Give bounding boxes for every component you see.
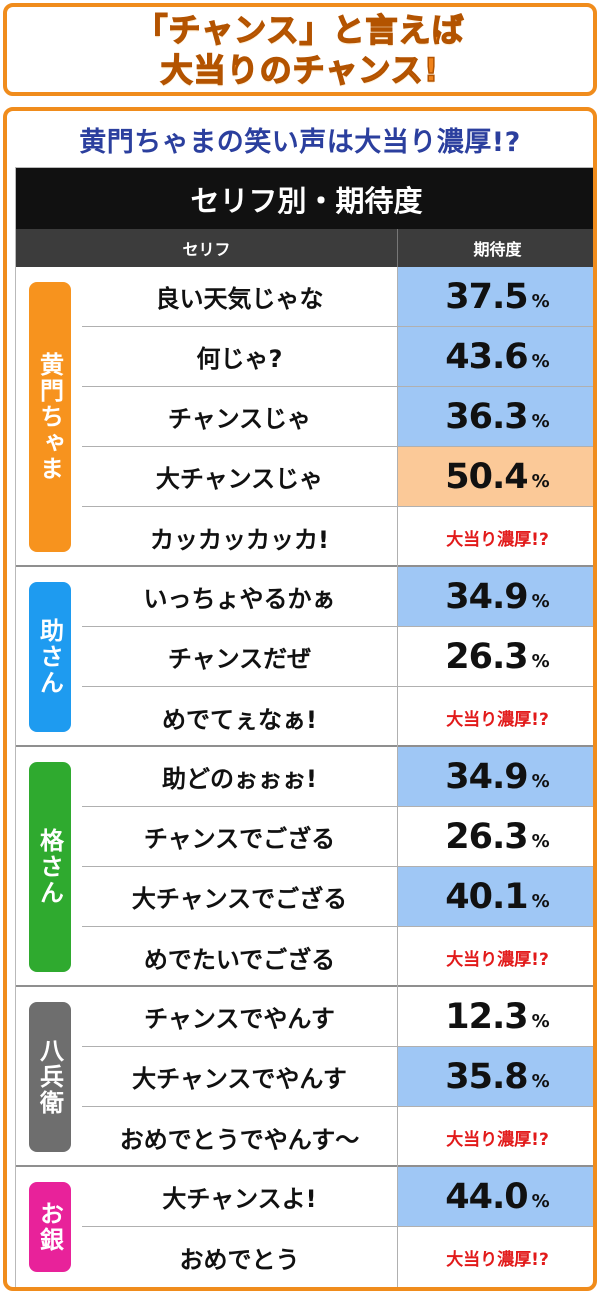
table-row: いっちょやるかぁ 34.9% bbox=[82, 567, 593, 627]
table-row: チャンスじゃ 36.3% bbox=[82, 387, 593, 447]
expectation-value: 40.1 bbox=[445, 876, 528, 917]
header-banner: 「チャンス」と言えば 大当りのチャンス! bbox=[3, 3, 597, 96]
line-text: おめでとうでやんす～ bbox=[119, 1125, 360, 1154]
character-tag: 八兵衛 bbox=[29, 1002, 71, 1152]
expectation-value: 44.0 bbox=[445, 1176, 528, 1217]
character-group: 八兵衛 チャンスでやんす 12.3% 大チャンスでやんす 35.8% おめでとうでやんす～… bbox=[16, 987, 593, 1167]
table-row: カッカッカッカ! 大当り濃厚!? bbox=[82, 507, 593, 567]
table-row: 良い天気じゃな 37.5% bbox=[82, 267, 593, 327]
expectation-cell: 34.9% bbox=[397, 747, 593, 806]
expectation-value: 12.3 bbox=[445, 996, 528, 1037]
line-expectation-table: セリフ別・期待度 セリフ 期待度 黄門ちゃま 良い天気じゃな 37.5% 何じゃ? 43… bbox=[15, 167, 593, 1287]
line-text: 大チャンスよ! bbox=[162, 1185, 317, 1213]
banner-title-line-2: 大当りのチャンス! bbox=[160, 50, 440, 90]
character-tag: お銀 bbox=[29, 1182, 71, 1272]
character-group: 黄門ちゃま 良い天気じゃな 37.5% 何じゃ? 43.6% チャンスじゃ 36.3% 大チャ… bbox=[16, 267, 593, 567]
expectation-cell: 26.3% bbox=[397, 807, 593, 866]
character-tag: 助さん bbox=[29, 582, 71, 732]
table-row: 大チャンスでござる 40.1% bbox=[82, 867, 593, 927]
table-row: おめでとうでやんす～ 大当り濃厚!? bbox=[82, 1107, 593, 1167]
column-header-expectation: 期待度 bbox=[397, 229, 593, 267]
line-text: おめでとう bbox=[179, 1245, 300, 1274]
line-text: チャンスじゃ bbox=[167, 405, 312, 433]
character-group: 助さん いっちょやるかぁ 34.9% チャンスだぜ 26.3% めでてぇなぁ! 大当り濃厚!… bbox=[16, 567, 593, 747]
expectation-cell: 40.1% bbox=[397, 867, 593, 926]
line-text: 大チャンスでやんす bbox=[132, 1065, 347, 1093]
expectation-value: 34.9 bbox=[445, 576, 528, 617]
line-text: 何じゃ? bbox=[196, 345, 283, 373]
expectation-cell: 12.3% bbox=[397, 987, 593, 1046]
line-text: チャンスでやんす bbox=[144, 1005, 335, 1033]
line-text: めでてぇなぁ! bbox=[162, 705, 317, 734]
line-text: いっちょやるかぁ bbox=[143, 585, 336, 613]
jackpot-certain-label: 大当り濃厚!? bbox=[446, 529, 549, 550]
line-text: カッカッカッカ! bbox=[150, 525, 329, 554]
expectation-value: 37.5 bbox=[445, 276, 528, 317]
percent-sign: % bbox=[531, 771, 550, 792]
percent-sign: % bbox=[531, 351, 550, 372]
expectation-cell: 大当り濃厚!? bbox=[397, 927, 593, 987]
expectation-cell: 35.8% bbox=[397, 1047, 593, 1106]
expectation-cell: 大当り濃厚!? bbox=[397, 687, 593, 747]
expectation-value: 34.9 bbox=[445, 756, 528, 797]
percent-sign: % bbox=[531, 1191, 550, 1212]
expectation-cell: 大当り濃厚!? bbox=[397, 1107, 593, 1167]
percent-sign: % bbox=[531, 1011, 550, 1032]
expectation-cell: 大当り濃厚!? bbox=[397, 1227, 593, 1287]
percent-sign: % bbox=[531, 651, 550, 672]
jackpot-certain-label: 大当り濃厚!? bbox=[446, 1249, 549, 1270]
percent-sign: % bbox=[531, 831, 550, 852]
table-row: チャンスでやんす 12.3% bbox=[82, 987, 593, 1047]
jackpot-certain-label: 大当り濃厚!? bbox=[446, 949, 549, 970]
expectation-cell: 36.3% bbox=[397, 387, 593, 446]
line-text: チャンスだぜ bbox=[167, 645, 312, 673]
table-row: チャンスだぜ 26.3% bbox=[82, 627, 593, 687]
table-row: 何じゃ? 43.6% bbox=[82, 327, 593, 387]
table-row: 助どのぉぉぉ! 34.9% bbox=[82, 747, 593, 807]
expectation-cell: 43.6% bbox=[397, 327, 593, 386]
expectation-cell: 44.0% bbox=[397, 1167, 593, 1226]
expectation-value: 36.3 bbox=[445, 396, 528, 437]
table-row: 大チャンスでやんす 35.8% bbox=[82, 1047, 593, 1107]
expectation-cell: 大当り濃厚!? bbox=[397, 507, 593, 567]
banner-title-line-1: 「チャンス」と言えば bbox=[135, 10, 465, 50]
character-tag: 黄門ちゃま bbox=[29, 282, 71, 552]
expectation-value: 26.3 bbox=[445, 636, 528, 677]
character-tag: 格さん bbox=[29, 762, 71, 972]
expectation-value: 43.6 bbox=[445, 336, 528, 377]
line-text: めでたいでござる bbox=[143, 945, 336, 974]
table-row: めでたいでござる 大当り濃厚!? bbox=[82, 927, 593, 987]
expectation-cell: 50.4% bbox=[397, 447, 593, 506]
percent-sign: % bbox=[531, 591, 550, 612]
expectation-value: 35.8 bbox=[445, 1056, 528, 1097]
expectation-panel: 黄門ちゃまの笑い声は大当り濃厚!? セリフ別・期待度 セリフ 期待度 黄門ちゃま… bbox=[3, 107, 597, 1291]
percent-sign: % bbox=[531, 471, 550, 492]
percent-sign: % bbox=[531, 1071, 550, 1092]
expectation-value: 26.3 bbox=[445, 816, 528, 857]
line-text: チャンスでござる bbox=[143, 825, 336, 853]
jackpot-certain-label: 大当り濃厚!? bbox=[446, 709, 549, 730]
jackpot-certain-label: 大当り濃厚!? bbox=[446, 1129, 549, 1150]
expectation-cell: 26.3% bbox=[397, 627, 593, 686]
line-text: 助どのぉぉぉ! bbox=[162, 765, 317, 793]
percent-sign: % bbox=[531, 411, 550, 432]
character-group: お銀 大チャンスよ! 44.0% おめでとう 大当り濃厚!? bbox=[16, 1167, 593, 1287]
expectation-cell: 34.9% bbox=[397, 567, 593, 626]
line-text: 大チャンスでござる bbox=[131, 885, 348, 913]
table-row: 大チャンスよ! 44.0% bbox=[82, 1167, 593, 1227]
character-group: 格さん 助どのぉぉぉ! 34.9% チャンスでござる 26.3% 大チャンスでござる 40.… bbox=[16, 747, 593, 987]
table-row: チャンスでござる 26.3% bbox=[82, 807, 593, 867]
table-title: セリフ別・期待度 bbox=[16, 168, 593, 229]
line-text: 大チャンスじゃ bbox=[155, 465, 324, 493]
percent-sign: % bbox=[531, 291, 550, 312]
table-row: 大チャンスじゃ 50.4% bbox=[82, 447, 593, 507]
expectation-value: 50.4 bbox=[445, 456, 528, 497]
expectation-cell: 37.5% bbox=[397, 267, 593, 326]
percent-sign: % bbox=[531, 891, 550, 912]
column-header-line: セリフ bbox=[16, 229, 397, 267]
table-row: おめでとう 大当り濃厚!? bbox=[82, 1227, 593, 1287]
panel-subtitle: 黄門ちゃまの笑い声は大当り濃厚!? bbox=[79, 126, 521, 158]
line-text: 良い天気じゃな bbox=[155, 285, 324, 313]
table-row: めでてぇなぁ! 大当り濃厚!? bbox=[82, 687, 593, 747]
